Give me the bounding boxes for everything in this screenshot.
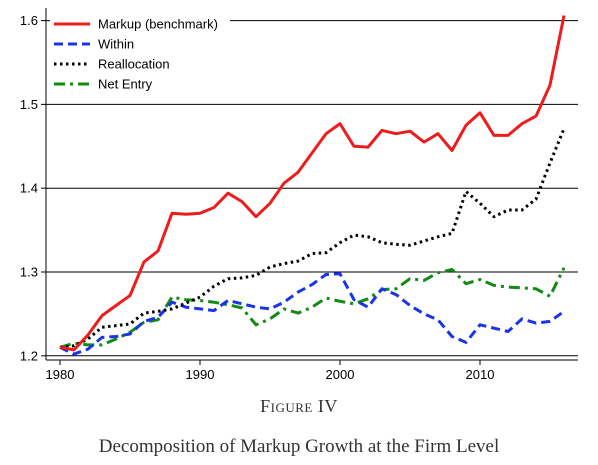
y-tick-label: 1.4 (20, 181, 38, 196)
series-line-reallocation (59, 128, 566, 349)
y-tick-label: 1.6 (20, 13, 38, 28)
legend-label: Markup (benchmark) (98, 17, 218, 32)
x-tick-label: 1980 (46, 367, 75, 382)
x-tick-label: 2010 (466, 367, 495, 382)
x-tick-label: 1990 (186, 367, 215, 382)
series-line-markup-benchmark (59, 15, 566, 352)
legend-label: Net Entry (98, 77, 153, 92)
legend-label: Within (98, 37, 134, 52)
series-line-net-entry (59, 267, 566, 349)
x-tick-label: 2000 (326, 367, 355, 382)
markup-decomposition-chart: 1.2 1.3 1.4 1.5 1.6 1980 1990 2000 2010 Markup (b… (20, 8, 578, 382)
y-tick-label: 1.3 (20, 265, 38, 280)
y-tick-label: 1.5 (20, 97, 38, 112)
legend-label: Reallocation (98, 57, 170, 72)
figure-number: Figure IV (260, 396, 338, 416)
y-tick-label: 1.2 (20, 348, 38, 363)
figure-caption: Decomposition of Markup Growth at the Fi… (98, 436, 500, 457)
series-line-within (59, 272, 565, 356)
